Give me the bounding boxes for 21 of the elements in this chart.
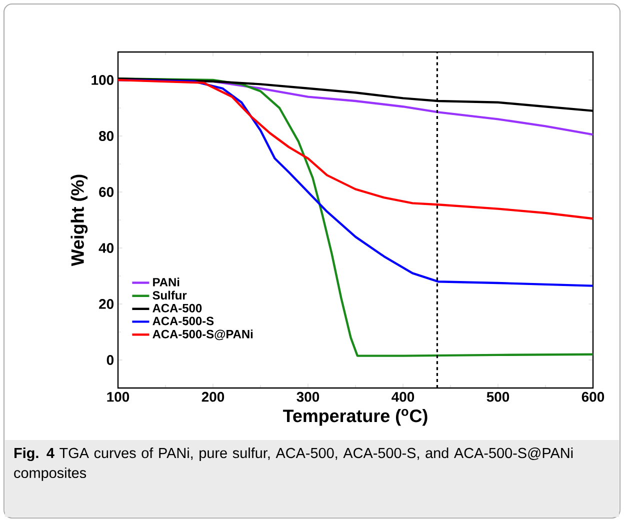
legend-label: Sulfur bbox=[152, 290, 187, 300]
line-series bbox=[118, 78, 594, 220]
x-tick-label: 500 bbox=[486, 392, 510, 402]
x-tick-label: 300 bbox=[296, 392, 320, 402]
legend-label: PANi bbox=[153, 278, 180, 286]
y-tick-label: 100 bbox=[92, 75, 114, 85]
y-axis-title: Weight (%) bbox=[70, 174, 88, 266]
x-tick-label: 400 bbox=[392, 392, 414, 402]
x-tick-label: 600 bbox=[582, 392, 604, 402]
legend-label: ACA-500-S bbox=[152, 316, 214, 326]
y-tick-label: 60 bbox=[99, 187, 114, 197]
text: Fig. 4 TGA curves of PANi, pure sulfur, ACA-500, ACA-500-S, and ACA-500-S@PANi composites bbox=[14, 448, 573, 481]
y-tick-label: 20 bbox=[99, 299, 114, 309]
x-tick-label: 100 bbox=[107, 392, 130, 402]
x-tick-label: 200 bbox=[202, 392, 224, 402]
legend-label: ACA-500-S@PANi bbox=[152, 330, 253, 340]
y-tick-label: 0 bbox=[106, 355, 114, 365]
legend-label: ACA-500 bbox=[152, 304, 202, 312]
y-tick-label: 40 bbox=[98, 243, 114, 253]
x-axis-title: Temperature ($^{o}$C) bbox=[283, 409, 428, 426]
y-tick-label: 80 bbox=[99, 131, 114, 141]
